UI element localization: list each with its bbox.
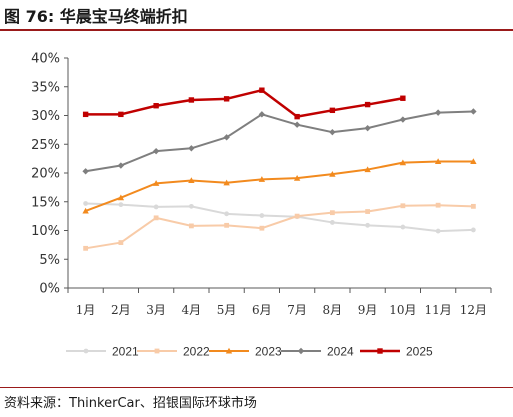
y-tick-label: 5% xyxy=(39,253,60,268)
x-tick-label: 11月 xyxy=(424,303,451,317)
data-point-2022 xyxy=(153,215,159,221)
y-tick-label: 40% xyxy=(31,52,60,67)
y-tick-label: 15% xyxy=(31,195,60,210)
legend-swatch-marker xyxy=(225,347,233,354)
data-point-2024 xyxy=(364,124,371,132)
data-point-2025 xyxy=(153,103,159,109)
data-point-2021 xyxy=(365,222,371,228)
y-tick-label: 10% xyxy=(31,224,60,239)
x-tick-label: 12月 xyxy=(460,303,487,317)
data-point-2022 xyxy=(329,210,335,216)
x-tick-label: 9月 xyxy=(358,303,378,317)
data-point-2021 xyxy=(259,213,265,218)
data-point-2024 xyxy=(188,145,195,152)
data-point-2024 xyxy=(329,128,336,136)
x-tick-label: 8月 xyxy=(323,303,343,317)
data-point-2021 xyxy=(83,201,89,206)
y-tick-label: 20% xyxy=(31,167,60,182)
y-tick-label: 35% xyxy=(31,80,60,95)
data-point-2022 xyxy=(365,209,371,214)
data-point-2025 xyxy=(329,107,336,114)
data-point-2021 xyxy=(435,228,441,234)
data-point-2023 xyxy=(293,174,301,181)
data-point-2023 xyxy=(399,159,407,166)
data-point-2023 xyxy=(152,180,160,186)
figure-title: 图 76: 华晨宝马终端折扣 xyxy=(4,7,188,26)
legend-swatch-marker xyxy=(297,347,305,355)
data-point-2024 xyxy=(223,134,230,141)
data-point-2021 xyxy=(188,203,194,209)
data-point-2024 xyxy=(258,111,266,118)
legend-swatch-marker xyxy=(154,348,160,354)
data-point-2025 xyxy=(118,111,124,118)
title-rule xyxy=(0,29,513,31)
legend-label: 2025 xyxy=(406,345,433,359)
data-point-2025 xyxy=(294,113,300,120)
data-point-2025 xyxy=(364,101,371,108)
data-point-2022 xyxy=(83,245,89,251)
data-point-2023 xyxy=(329,170,336,177)
data-point-2024 xyxy=(82,168,89,175)
data-point-2025 xyxy=(259,87,265,93)
data-point-2024 xyxy=(152,147,160,155)
data-point-2023 xyxy=(117,194,125,201)
data-point-2023 xyxy=(364,166,371,173)
source-note: 资料来源：ThinkerCar、招银国际环球市场 xyxy=(4,396,257,411)
series-line-2023 xyxy=(85,160,474,212)
data-point-2025 xyxy=(223,96,230,102)
data-point-2021 xyxy=(153,204,159,210)
data-point-2021 xyxy=(329,220,335,225)
series-line-2024 xyxy=(85,110,474,173)
data-point-2024 xyxy=(293,121,301,128)
data-point-2023 xyxy=(223,179,230,186)
y-tick-label: 30% xyxy=(31,109,60,124)
data-point-2024 xyxy=(117,162,125,169)
data-point-2023 xyxy=(470,158,477,165)
legend-swatch-marker xyxy=(377,348,383,354)
data-point-2022 xyxy=(294,213,300,219)
footer-rule xyxy=(0,387,513,388)
data-point-2022 xyxy=(118,240,124,245)
data-point-2024 xyxy=(399,116,407,123)
data-point-2021 xyxy=(470,227,476,233)
data-point-2022 xyxy=(259,225,265,231)
data-point-2021 xyxy=(224,211,230,217)
x-tick-label: 4月 xyxy=(182,303,202,317)
legend-label: 2022 xyxy=(183,345,210,359)
data-point-2022 xyxy=(400,203,406,209)
data-point-2023 xyxy=(82,207,89,214)
line-chart: 0% 5% 10% 15% 20% 25% 30% 35% 40% 1月 2月 3月 4月 5月 6月 7月 8… xyxy=(31,52,492,359)
data-point-2023 xyxy=(258,176,266,182)
legend-swatch-marker xyxy=(83,348,89,354)
data-point-2023 xyxy=(434,158,442,165)
data-point-2022 xyxy=(435,202,441,208)
x-tick-label: 3月 xyxy=(146,303,166,317)
data-point-2025 xyxy=(400,95,406,101)
x-tick-label: 2月 xyxy=(111,303,131,317)
data-point-2025 xyxy=(82,111,89,118)
data-point-2024 xyxy=(470,108,477,115)
series-line-2025 xyxy=(85,88,404,118)
series-line-2022 xyxy=(85,204,474,250)
data-point-2023 xyxy=(188,177,195,184)
data-point-2021 xyxy=(118,202,124,208)
data-point-2022 xyxy=(224,222,230,228)
data-point-2022 xyxy=(188,223,194,229)
x-tick-label: 6月 xyxy=(252,303,272,317)
x-tick-label: 5月 xyxy=(217,303,237,317)
x-tick-label: 1月 xyxy=(76,303,96,317)
legend-label: 2023 xyxy=(255,345,282,359)
data-point-2021 xyxy=(400,224,406,230)
series-line-2021 xyxy=(85,202,474,233)
x-tick-label: 7月 xyxy=(287,303,307,317)
data-point-2022 xyxy=(470,203,476,209)
data-point-2024 xyxy=(434,109,442,116)
x-tick-label: 10月 xyxy=(389,303,416,317)
data-point-2025 xyxy=(188,97,195,103)
legend-label: 2024 xyxy=(327,345,354,359)
legend-label: 2021 xyxy=(112,345,139,359)
y-tick-label: 0% xyxy=(39,282,60,297)
y-tick-label: 25% xyxy=(31,138,60,153)
